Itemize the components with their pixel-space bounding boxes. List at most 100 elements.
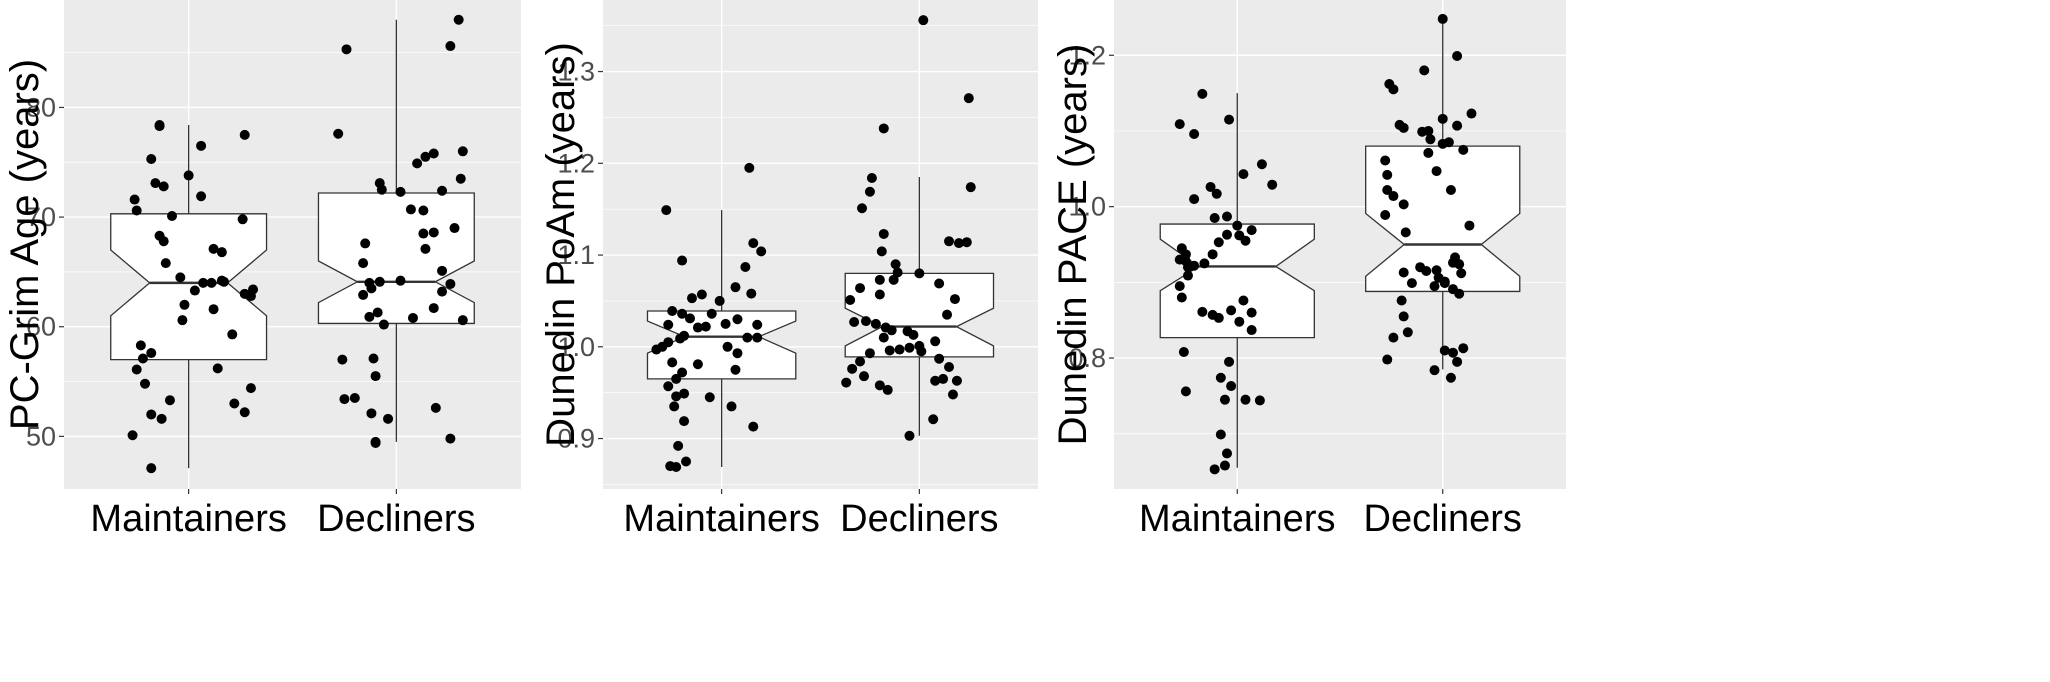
data-point (140, 378, 151, 389)
data-point (177, 315, 188, 326)
data-point (951, 375, 962, 386)
data-point (337, 354, 348, 365)
data-point (137, 353, 148, 364)
y-tick-label: 1.0 (557, 332, 595, 362)
data-point (1219, 394, 1230, 405)
boxes (110, 19, 475, 469)
data-point (892, 267, 903, 278)
data-point (847, 363, 858, 374)
data-point (1207, 249, 1218, 260)
data-point (368, 353, 379, 364)
data-point (746, 288, 757, 299)
data-point (1400, 227, 1411, 238)
y-tick-label: 60 (26, 312, 56, 342)
data-point (212, 363, 223, 374)
data-point (700, 321, 711, 332)
data-point (714, 295, 725, 306)
data-point (756, 246, 767, 257)
data-point (947, 389, 958, 400)
data-point (874, 289, 885, 300)
data-point (1222, 229, 1232, 240)
data-point (420, 243, 431, 254)
data-point (378, 319, 389, 330)
data-point (1189, 260, 1200, 271)
data-point (131, 364, 142, 375)
data-point (1429, 281, 1440, 292)
data-point (358, 289, 369, 300)
data-point (677, 255, 688, 266)
data-point (720, 318, 731, 329)
data-point (395, 186, 406, 197)
data-point (358, 258, 369, 269)
data-point (372, 307, 383, 318)
data-point (1213, 237, 1224, 248)
data-point (208, 304, 219, 315)
data-point (1402, 327, 1413, 338)
data-point (961, 237, 972, 248)
data-point (420, 151, 431, 162)
y-tick-label: 1.3 (557, 57, 595, 87)
panel-pc-grim-age: 50 60 70 80 PC-Grim Age (years) Maintainers… (3, 0, 521, 540)
data-point (374, 276, 385, 287)
data-point (1398, 122, 1409, 133)
data-point (428, 303, 439, 314)
data-point (1458, 343, 1469, 354)
data-point (1439, 345, 1450, 356)
y-tick-label: 1.1 (557, 240, 595, 270)
data-point (916, 346, 927, 357)
data-point (874, 274, 885, 285)
data-point (1448, 347, 1458, 358)
data-point (878, 332, 889, 343)
data-point (675, 333, 686, 344)
data-point (1382, 184, 1393, 195)
data-point (383, 413, 394, 424)
x-tick-label-maintainers: Maintainers (90, 498, 286, 540)
data-point (1211, 188, 1222, 199)
data-point (1240, 394, 1251, 405)
data-point (667, 306, 678, 317)
data-point (196, 191, 207, 202)
data-point (857, 203, 868, 214)
data-point (1226, 305, 1237, 316)
data-point (669, 401, 680, 412)
y-tick-label: 1.2 (557, 148, 595, 178)
data-point (949, 294, 960, 305)
data-point (158, 236, 169, 247)
data-point (1380, 209, 1391, 220)
data-point (449, 223, 460, 234)
data-point (154, 121, 165, 132)
data-point (651, 344, 662, 355)
data-point (944, 236, 955, 247)
y-axis-label: PC-Grim Age (years) (3, 59, 47, 430)
data-point (245, 291, 256, 302)
data-point (455, 173, 466, 184)
data-point (453, 14, 464, 25)
data-point (131, 205, 142, 216)
data-point (918, 15, 929, 26)
data-point (150, 178, 161, 189)
data-point (127, 430, 138, 441)
data-point (183, 170, 194, 181)
data-point (661, 205, 672, 216)
data-point (1382, 354, 1393, 365)
data-point (1398, 199, 1409, 210)
y-tick-label: 0.8 (1068, 343, 1106, 373)
data-point (1178, 346, 1189, 357)
data-point (934, 353, 945, 364)
data-point (686, 293, 697, 304)
data-point (196, 140, 207, 151)
data-point (890, 259, 901, 270)
data-point (164, 395, 175, 406)
data-point (216, 275, 227, 286)
data-point (1174, 281, 1185, 292)
data-point (726, 401, 737, 412)
data-point (748, 238, 759, 249)
data-point (1238, 295, 1249, 306)
data-point (179, 299, 190, 310)
data-point (1180, 386, 1191, 397)
data-point (412, 158, 423, 169)
data-point (884, 345, 895, 356)
data-point (1209, 213, 1220, 224)
x-tick-label-decliners: Decliners (1364, 498, 1522, 540)
x-tick-label-maintainers: Maintainers (623, 498, 819, 540)
